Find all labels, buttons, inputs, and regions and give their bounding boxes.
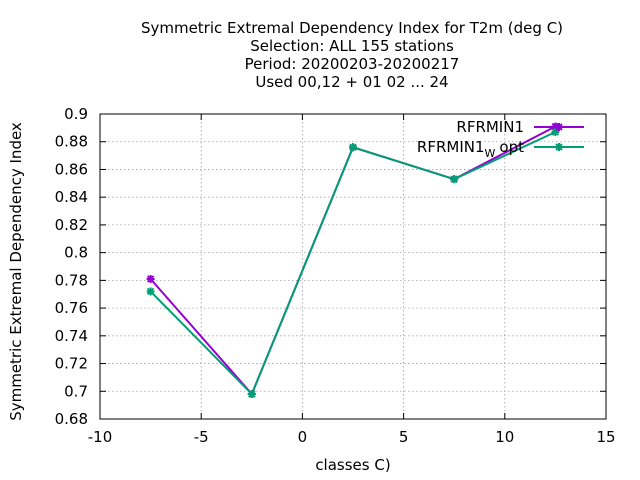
series-2 (146, 128, 560, 399)
chart-title-line: Symmetric Extremal Dependency Index for … (141, 19, 563, 37)
x-tick-label: -10 (88, 428, 113, 446)
y-tick-label: 0.72 (55, 355, 88, 373)
data-point (146, 287, 155, 296)
x-tick-label: -5 (194, 428, 209, 446)
x-tick-label: 5 (399, 428, 409, 446)
series-line (149, 131, 556, 396)
legend-entry: RFRMIN1 (456, 118, 584, 136)
legend-entry: RFRMIN1W opt (417, 138, 584, 160)
y-tick-label: 0.82 (55, 216, 88, 234)
y-tick-label: 0.78 (55, 271, 88, 289)
chart-title-line: Period: 20200203-20200217 (245, 55, 460, 73)
x-tick-label: 10 (495, 428, 514, 446)
legend-swatch-marker (555, 143, 563, 151)
y-tick-label: 0.84 (55, 188, 88, 206)
y-tick-label: 0.76 (55, 299, 88, 317)
data-series (146, 122, 560, 399)
chart-title-line: Used 00,12 + 01 02 ... 24 (255, 73, 448, 91)
chart-title-line: Selection: ALL 155 stations (250, 37, 454, 55)
data-point (349, 143, 357, 152)
data-point (551, 128, 560, 137)
y-tick-label: 0.86 (55, 160, 88, 178)
grid-lines (100, 114, 606, 419)
x-tick-label: 15 (596, 428, 615, 446)
y-tick-label: 0.9 (64, 105, 88, 123)
plot-frame (99, 113, 607, 420)
legend-label: RFRMIN1 (456, 118, 524, 136)
y-tick-label: 0.68 (55, 410, 88, 428)
x-axis-label: classes C) (315, 456, 390, 474)
axis-ticks (99, 113, 607, 420)
data-point (247, 390, 256, 399)
y-tick-labels: 0.68 0.7 0.72 0.74 0.76 0.78 0.8 0.82 0.84 0.86 0.… (55, 105, 88, 428)
legend-swatch-marker (555, 123, 563, 131)
data-point (146, 274, 155, 283)
x-tick-labels: -10 -5 0 5 10 15 (88, 428, 616, 446)
legend-label: RFRMIN1W opt (417, 138, 524, 160)
x-tick-label: 0 (298, 428, 308, 446)
series-1 (146, 122, 560, 399)
y-tick-label: 0.8 (64, 244, 88, 262)
chart-title: Symmetric Extremal Dependency Index for … (141, 19, 563, 91)
y-tick-label: 0.74 (55, 327, 88, 345)
y-tick-label: 0.88 (55, 133, 88, 151)
y-axis-label: Symmetric Extremal Dependency Index (7, 122, 25, 421)
data-point (450, 175, 459, 184)
legend: RFRMIN1 RFRMIN1W opt (417, 118, 584, 160)
y-tick-label: 0.7 (64, 382, 88, 400)
